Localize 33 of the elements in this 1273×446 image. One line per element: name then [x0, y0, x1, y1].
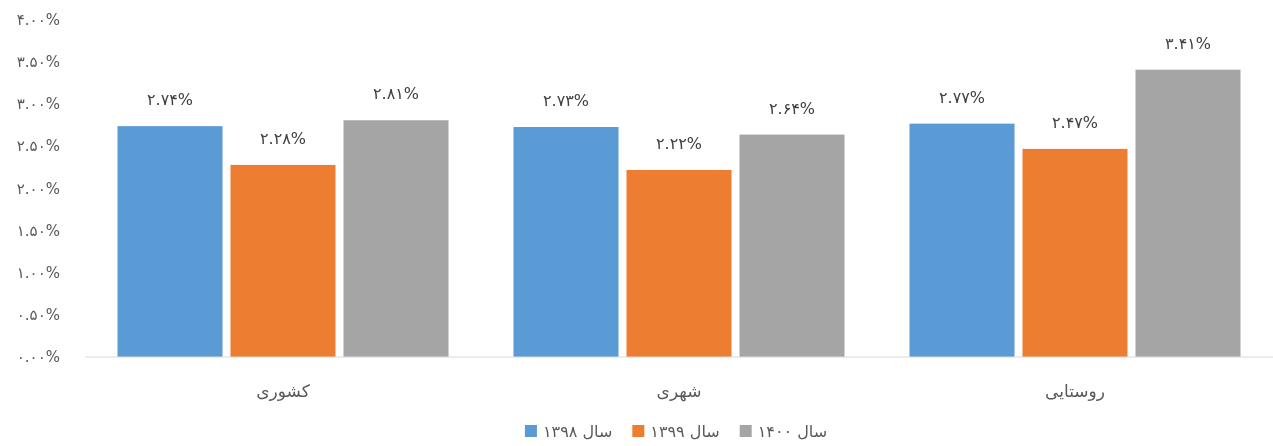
bar [909, 123, 1015, 357]
legend-label: سال ۱۳۹۹ [650, 422, 720, 441]
bar [739, 134, 845, 357]
y-tick-label: ۱.۵۰% [16, 221, 60, 240]
data-label: ۲.۷۴% [146, 90, 194, 110]
y-tick-label: ۱.۰۰% [16, 263, 60, 282]
bar [1022, 148, 1128, 357]
y-tick-label: ۲.۵۰% [16, 137, 60, 156]
legend-label: سال ۱۳۹۸ [542, 422, 613, 441]
bar [513, 127, 619, 357]
data-label: ۲.۲۲% [655, 133, 703, 153]
y-tick-label: ۴.۰۰% [16, 11, 60, 29]
data-label: ۲.۷۳% [542, 91, 590, 110]
bar [626, 169, 732, 357]
x-tick-label: روستایی [1045, 381, 1105, 401]
x-tick-label: کشوری [256, 381, 311, 401]
y-tick-label: ۳.۰۰% [16, 95, 60, 114]
y-tick-label: ۲.۰۰% [16, 179, 60, 198]
data-label: ۲.۶۴% [768, 98, 816, 118]
data-label: ۲.۲۸% [259, 128, 307, 148]
bar [1135, 69, 1241, 357]
bar [343, 120, 449, 357]
data-label: ۲.۴۷% [1051, 112, 1099, 132]
data-label: ۲.۸۱% [372, 84, 420, 104]
legend-label: سال ۱۴۰۰ [757, 422, 828, 441]
y-tick-label: ۳.۵۰% [16, 53, 60, 72]
data-label: ۲.۷۷% [938, 87, 986, 107]
y-tick-label: ۰.۵۰% [16, 305, 60, 324]
data-label: ۳.۴۱% [1164, 33, 1212, 53]
y-tick-label: ۰.۰۰% [16, 348, 60, 366]
x-tick-label: شهری [656, 381, 702, 402]
bar [230, 164, 336, 357]
bar [117, 126, 223, 357]
